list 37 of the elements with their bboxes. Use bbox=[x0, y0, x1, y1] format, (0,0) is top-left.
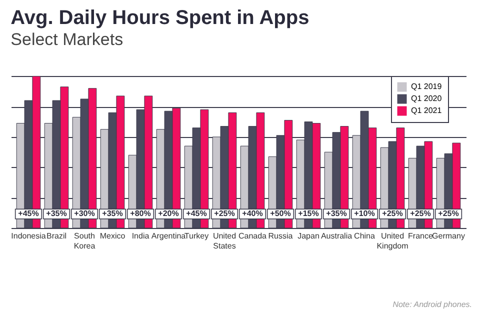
x-tick-label: India bbox=[132, 232, 150, 240]
annotation: +30% bbox=[74, 209, 95, 218]
annotation: +50% bbox=[270, 209, 291, 218]
annotation: +35% bbox=[46, 209, 67, 218]
legend-label: Q1 2020 bbox=[411, 94, 442, 103]
annotation: +35% bbox=[102, 209, 123, 218]
legend-label: Q1 2019 bbox=[411, 82, 442, 91]
annotation: +10% bbox=[354, 209, 375, 218]
x-tick-label: China bbox=[354, 232, 376, 240]
x-tick-label: Russia bbox=[268, 232, 294, 240]
annotation: +80% bbox=[130, 209, 151, 218]
annotation: +45% bbox=[18, 209, 39, 218]
x-tick-label: United Kingdom bbox=[376, 232, 409, 250]
x-tick-label: Germany bbox=[432, 232, 465, 240]
x-tick-label: Indonesia bbox=[11, 232, 46, 240]
x-tick-label: Japan bbox=[298, 232, 320, 240]
legend-label: Q1 2021 bbox=[411, 106, 442, 115]
annotation: +45% bbox=[186, 209, 207, 218]
x-tick-label: Mexico bbox=[100, 232, 126, 240]
annotation: +20% bbox=[158, 209, 179, 218]
text: Note: Android phones. bbox=[392, 300, 472, 309]
x-tick-label: Canada bbox=[238, 232, 268, 240]
x-tick-label: France bbox=[408, 232, 434, 240]
annotation: +35% bbox=[326, 209, 347, 218]
x-tick-label: South Korea bbox=[74, 232, 96, 250]
annotation: +25% bbox=[410, 209, 431, 218]
x-tick-label: Australia bbox=[320, 232, 353, 240]
annotation: +25% bbox=[214, 209, 235, 218]
x-tick-label: Turkey bbox=[184, 232, 209, 240]
annotation: +25% bbox=[382, 209, 403, 218]
x-tick-label: Brazil bbox=[46, 232, 67, 240]
annotation: +25% bbox=[438, 209, 459, 218]
annotation: +15% bbox=[298, 209, 319, 218]
chart-subtitle: Select Markets bbox=[10, 30, 124, 49]
annotation: +40% bbox=[242, 209, 263, 218]
chart-title: Avg. Daily Hours Spent in Apps bbox=[10, 7, 310, 29]
x-tick-label: United States bbox=[212, 232, 236, 250]
